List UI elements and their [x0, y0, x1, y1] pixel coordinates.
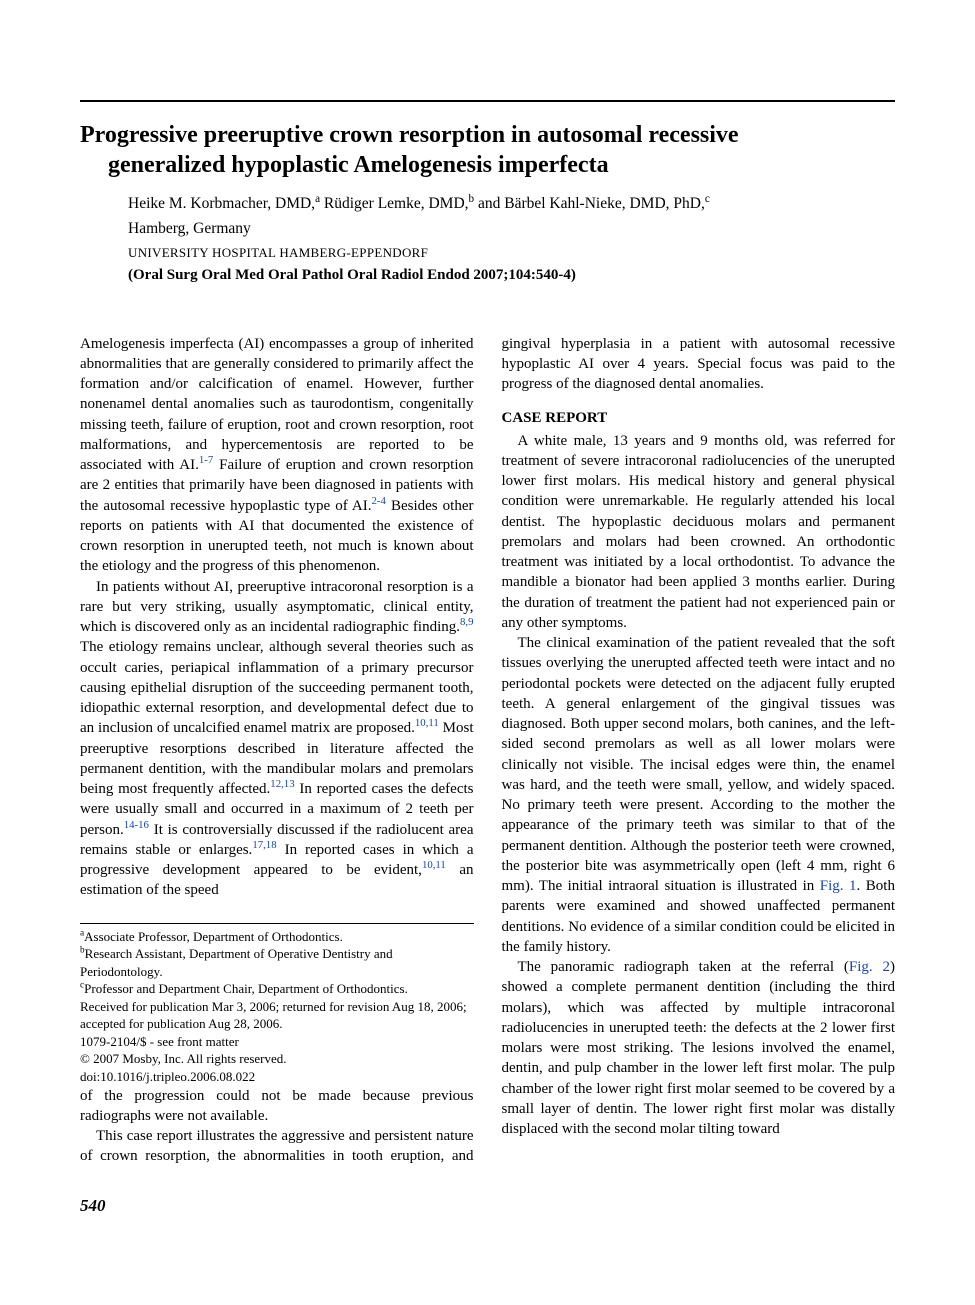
author-affiliation: UNIVERSITY HOSPITAL HAMBERG-EPPENDORF [80, 244, 895, 262]
footnote-b: bResearch Assistant, Department of Opera… [80, 945, 474, 980]
body-columns: Amelogenesis imperfecta (AI) encompasses… [80, 334, 895, 1167]
footnote-doi: doi:10.1016/j.tripleo.2006.08.022 [80, 1068, 474, 1086]
body-paragraph: of the progression could not be made bec… [80, 1086, 474, 1127]
footnote-a: aAssociate Professor, Department of Orth… [80, 928, 474, 946]
top-rule [80, 100, 895, 102]
body-paragraph: The panoramic radiograph taken at the re… [502, 957, 896, 1139]
title-line-2: generalized hypoplastic Amelogenesis imp… [80, 150, 895, 180]
footnote-issn: 1079-2104/$ - see front matter [80, 1033, 474, 1051]
body-paragraph: A white male, 13 years and 9 months old,… [502, 431, 896, 634]
section-heading-case-report: CASE REPORT [502, 408, 896, 428]
footnote-divider [80, 923, 474, 924]
footnote-c: cProfessor and Department Chair, Departm… [80, 980, 474, 998]
footnote-copyright: © 2007 Mosby, Inc. All rights reserved. [80, 1050, 474, 1068]
footnote-received: Received for publication Mar 3, 2006; re… [80, 998, 474, 1033]
author-location: Hamberg, Germany [80, 219, 895, 240]
journal-citation: (Oral Surg Oral Med Oral Pathol Oral Rad… [80, 265, 895, 285]
body-paragraph: In patients without AI, preeruptive intr… [80, 577, 474, 901]
page-number: 540 [80, 1195, 895, 1218]
body-paragraph: Amelogenesis imperfecta (AI) encompasses… [80, 334, 474, 577]
author-list: Heike M. Korbmacher, DMD,a Rüdiger Lemke… [80, 194, 895, 215]
article-title: Progressive preeruptive crown resorption… [80, 120, 895, 180]
footnotes-block: aAssociate Professor, Department of Orth… [80, 923, 474, 1086]
title-line-1: Progressive preeruptive crown resorption… [80, 122, 739, 148]
body-paragraph: The clinical examination of the patient … [502, 633, 896, 957]
